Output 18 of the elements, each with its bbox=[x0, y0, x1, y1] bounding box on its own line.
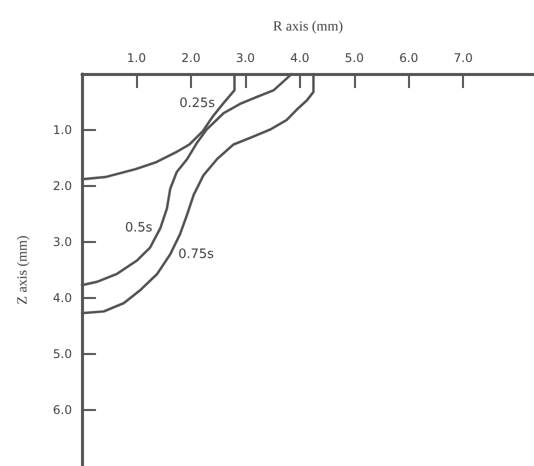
y-tick-label: 6.0 bbox=[52, 403, 72, 417]
y-axis-title: Z axis (mm) bbox=[16, 235, 30, 305]
y-tick-label: 2.0 bbox=[52, 179, 72, 193]
x-tick-label: 2.0 bbox=[181, 51, 200, 65]
series-label: 0.5s bbox=[124, 220, 153, 236]
x-tick-label: 4.0 bbox=[290, 51, 310, 65]
series-label: 0.25s bbox=[179, 96, 216, 112]
x-tick-label: 6.0 bbox=[399, 51, 418, 65]
x-tick-label: 1.0 bbox=[126, 51, 146, 65]
series-label: 0.75s bbox=[178, 246, 214, 262]
y-tick-label: 1.0 bbox=[52, 123, 72, 137]
x-tick-label: 5.0 bbox=[344, 51, 364, 65]
x-tick-label: 3.0 bbox=[236, 51, 255, 65]
y-tick-label: 4.0 bbox=[52, 291, 72, 305]
x-axis-title: R axis (mm) bbox=[273, 20, 344, 34]
y-tick-label: 3.0 bbox=[52, 235, 72, 249]
y-tick-label: 5.0 bbox=[52, 347, 72, 361]
x-tick-label: 7.0 bbox=[454, 51, 473, 65]
